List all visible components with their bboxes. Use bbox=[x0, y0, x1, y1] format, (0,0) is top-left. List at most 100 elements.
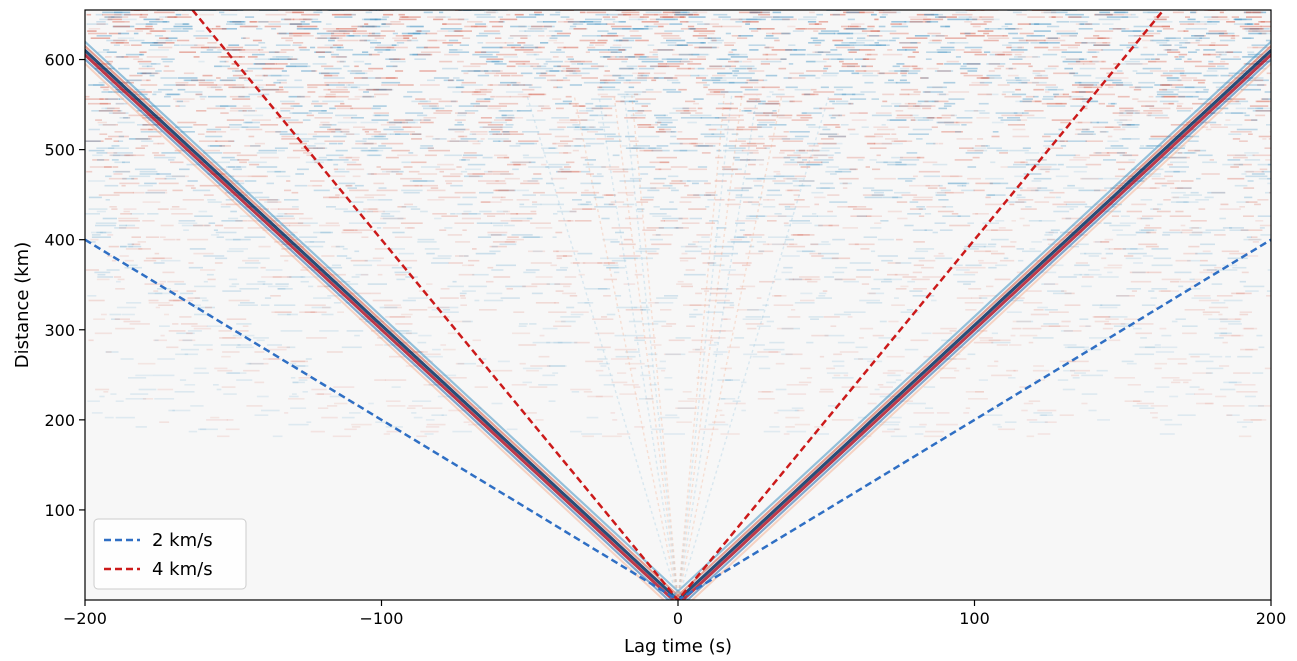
noise-mark bbox=[983, 39, 999, 42]
noise-mark bbox=[430, 187, 439, 189]
noise-mark bbox=[401, 313, 413, 316]
noise-mark bbox=[1211, 191, 1226, 194]
noise-mark bbox=[1096, 369, 1108, 372]
noise-mark bbox=[1154, 367, 1162, 370]
noise-mark bbox=[428, 149, 450, 152]
noise-mark bbox=[166, 93, 181, 96]
noise-mark bbox=[103, 88, 109, 91]
noise-mark bbox=[259, 63, 277, 65]
noise-mark bbox=[1049, 311, 1069, 313]
noise-mark bbox=[113, 173, 123, 175]
noise-mark bbox=[119, 245, 134, 248]
noise-mark bbox=[545, 166, 563, 168]
noise-mark bbox=[823, 67, 829, 70]
noise-mark bbox=[924, 91, 931, 93]
noise-mark bbox=[492, 133, 503, 135]
noise-mark bbox=[1157, 93, 1179, 96]
noise-mark bbox=[314, 51, 332, 53]
noise-mark bbox=[1028, 23, 1040, 25]
noise-mark bbox=[205, 306, 212, 309]
noise-mark bbox=[94, 63, 111, 65]
noise-mark bbox=[1257, 107, 1271, 110]
noise-mark bbox=[272, 56, 290, 58]
noise-mark bbox=[749, 236, 762, 238]
noise-mark bbox=[1183, 30, 1189, 32]
noise-mark bbox=[722, 119, 744, 121]
noise-mark bbox=[581, 191, 600, 194]
noise-mark bbox=[272, 435, 283, 438]
noise-mark bbox=[895, 262, 912, 264]
noise-mark bbox=[1210, 42, 1216, 44]
noise-mark bbox=[1069, 21, 1088, 23]
noise-mark bbox=[403, 166, 413, 168]
noise-mark bbox=[1066, 58, 1087, 60]
noise-mark bbox=[1210, 124, 1222, 126]
noise-mark bbox=[524, 30, 535, 32]
noise-mark bbox=[792, 234, 810, 236]
noise-mark bbox=[871, 114, 892, 117]
noise-mark bbox=[775, 388, 787, 391]
noise-mark bbox=[392, 32, 398, 35]
noise-mark bbox=[1067, 346, 1089, 349]
noise-mark bbox=[794, 88, 811, 91]
noise-mark bbox=[997, 426, 1002, 428]
noise-mark bbox=[728, 147, 746, 149]
noise-mark bbox=[648, 147, 662, 149]
noise-mark bbox=[187, 180, 198, 182]
noise-mark bbox=[810, 243, 819, 246]
noise-mark bbox=[444, 154, 462, 157]
noise-mark bbox=[640, 309, 646, 311]
noise-mark bbox=[763, 199, 769, 201]
noise-mark bbox=[1055, 175, 1069, 178]
noise-mark bbox=[494, 63, 507, 65]
noise-mark bbox=[431, 309, 440, 311]
noise-mark bbox=[655, 18, 678, 21]
noise-mark bbox=[509, 35, 528, 37]
noise-mark bbox=[986, 93, 999, 96]
noise-mark bbox=[185, 79, 207, 82]
noise-mark bbox=[828, 156, 834, 159]
noise-mark bbox=[263, 74, 268, 77]
noise-mark bbox=[864, 135, 876, 138]
noise-mark bbox=[266, 182, 274, 185]
noise-mark bbox=[464, 175, 483, 178]
noise-mark bbox=[632, 28, 648, 30]
noise-mark bbox=[1266, 295, 1271, 297]
noise-mark bbox=[175, 105, 180, 107]
noise-mark bbox=[326, 30, 340, 32]
noise-mark bbox=[973, 341, 994, 344]
noise-mark bbox=[378, 133, 391, 135]
noise-mark bbox=[595, 44, 605, 46]
noise-mark bbox=[1147, 11, 1160, 14]
noise-mark bbox=[171, 175, 189, 178]
noise-mark bbox=[628, 16, 645, 18]
noise-mark bbox=[688, 28, 696, 30]
noise-mark bbox=[1075, 243, 1089, 246]
noise-mark bbox=[164, 30, 171, 32]
noise-mark bbox=[334, 170, 350, 173]
noise-mark bbox=[1240, 348, 1258, 351]
noise-mark bbox=[303, 152, 313, 154]
noise-mark bbox=[510, 217, 533, 220]
noise-mark bbox=[85, 140, 104, 142]
noise-mark bbox=[617, 372, 627, 374]
noise-mark bbox=[831, 58, 844, 60]
noise-mark bbox=[1260, 98, 1269, 100]
noise-mark bbox=[476, 222, 492, 224]
noise-mark bbox=[789, 206, 810, 208]
noise-mark bbox=[456, 166, 462, 168]
noise-mark bbox=[174, 283, 186, 285]
noise-mark bbox=[416, 46, 428, 49]
noise-mark bbox=[467, 173, 485, 175]
noise-mark bbox=[1202, 53, 1222, 56]
noise-mark bbox=[701, 252, 722, 255]
noise-mark bbox=[570, 388, 591, 391]
noise-mark bbox=[361, 149, 379, 152]
noise-mark bbox=[432, 138, 447, 140]
noise-mark bbox=[688, 53, 708, 56]
noise-mark bbox=[564, 166, 572, 168]
noise-mark bbox=[701, 236, 710, 238]
noise-mark bbox=[938, 107, 947, 110]
noise-mark bbox=[894, 140, 913, 142]
noise-mark bbox=[1124, 110, 1138, 112]
